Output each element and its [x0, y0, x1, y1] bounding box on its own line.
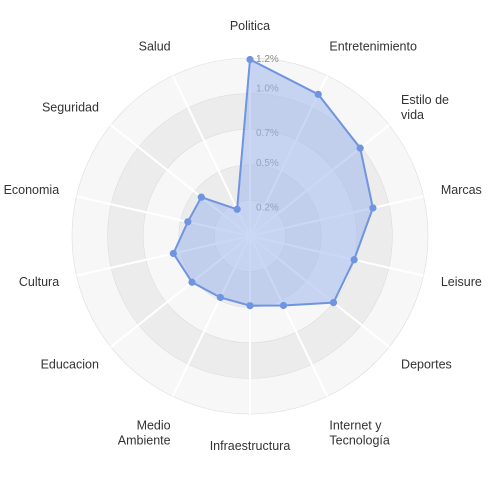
- category-label-line: Deportes: [401, 357, 452, 371]
- category-label-line: Ambiente: [118, 434, 171, 448]
- data-point[interactable]: [188, 278, 196, 286]
- data-point[interactable]: [314, 90, 322, 98]
- data-point[interactable]: [216, 293, 224, 302]
- tick-label: 1.2%: [256, 54, 279, 65]
- category-label-line: Internet y: [329, 419, 382, 433]
- category-label: Salud: [139, 39, 171, 53]
- data-point[interactable]: [246, 55, 254, 64]
- category-label: Infraestructura: [210, 439, 291, 453]
- category-label: Deportes: [401, 357, 452, 371]
- data-point[interactable]: [356, 144, 364, 152]
- data-point[interactable]: [233, 205, 241, 213]
- data-point[interactable]: [350, 256, 358, 264]
- category-label: Leisure: [441, 275, 482, 289]
- category-label-line: Politica: [230, 19, 270, 33]
- data-point[interactable]: [169, 249, 177, 258]
- data-point[interactable]: [197, 193, 205, 201]
- category-label: Educacion: [41, 357, 99, 371]
- data-point[interactable]: [246, 302, 254, 310]
- category-label: Politica: [230, 19, 270, 33]
- category-label: Marcas: [441, 183, 482, 197]
- data-point[interactable]: [369, 204, 377, 212]
- category-label: Internet y Tecnología: [329, 419, 390, 448]
- category-label-line: Cultura: [19, 275, 59, 289]
- category-label-line: Leisure: [441, 275, 482, 289]
- category-label-line: Infraestructura: [210, 439, 291, 453]
- category-label: Entretenimiento: [329, 39, 417, 53]
- category-label-line: Salud: [139, 39, 171, 53]
- data-point[interactable]: [329, 298, 338, 307]
- category-label-line: Marcas: [441, 183, 482, 197]
- data-points: [169, 55, 377, 310]
- category-label-line: vida: [401, 108, 424, 122]
- category-label-line: Medio: [137, 419, 171, 433]
- category-label-line: Seguridad: [42, 101, 99, 115]
- category-label-line: Tecnología: [329, 434, 390, 448]
- category-label: Economia: [4, 183, 60, 197]
- data-point[interactable]: [184, 218, 192, 226]
- category-label: Seguridad: [42, 101, 99, 115]
- category-label: Cultura: [19, 275, 59, 289]
- category-labels: Politica Entretenimiento Estilo de vida Marc…: [4, 19, 482, 453]
- category-label-line: Educacion: [41, 357, 99, 371]
- category-label-line: Economia: [4, 183, 60, 197]
- data-point[interactable]: [279, 301, 288, 310]
- category-label: Estilo de vida: [401, 93, 449, 122]
- category-label-line: Entretenimiento: [329, 39, 417, 53]
- category-label-line: Estilo de: [401, 93, 449, 107]
- category-label: Medio Ambiente: [118, 419, 171, 448]
